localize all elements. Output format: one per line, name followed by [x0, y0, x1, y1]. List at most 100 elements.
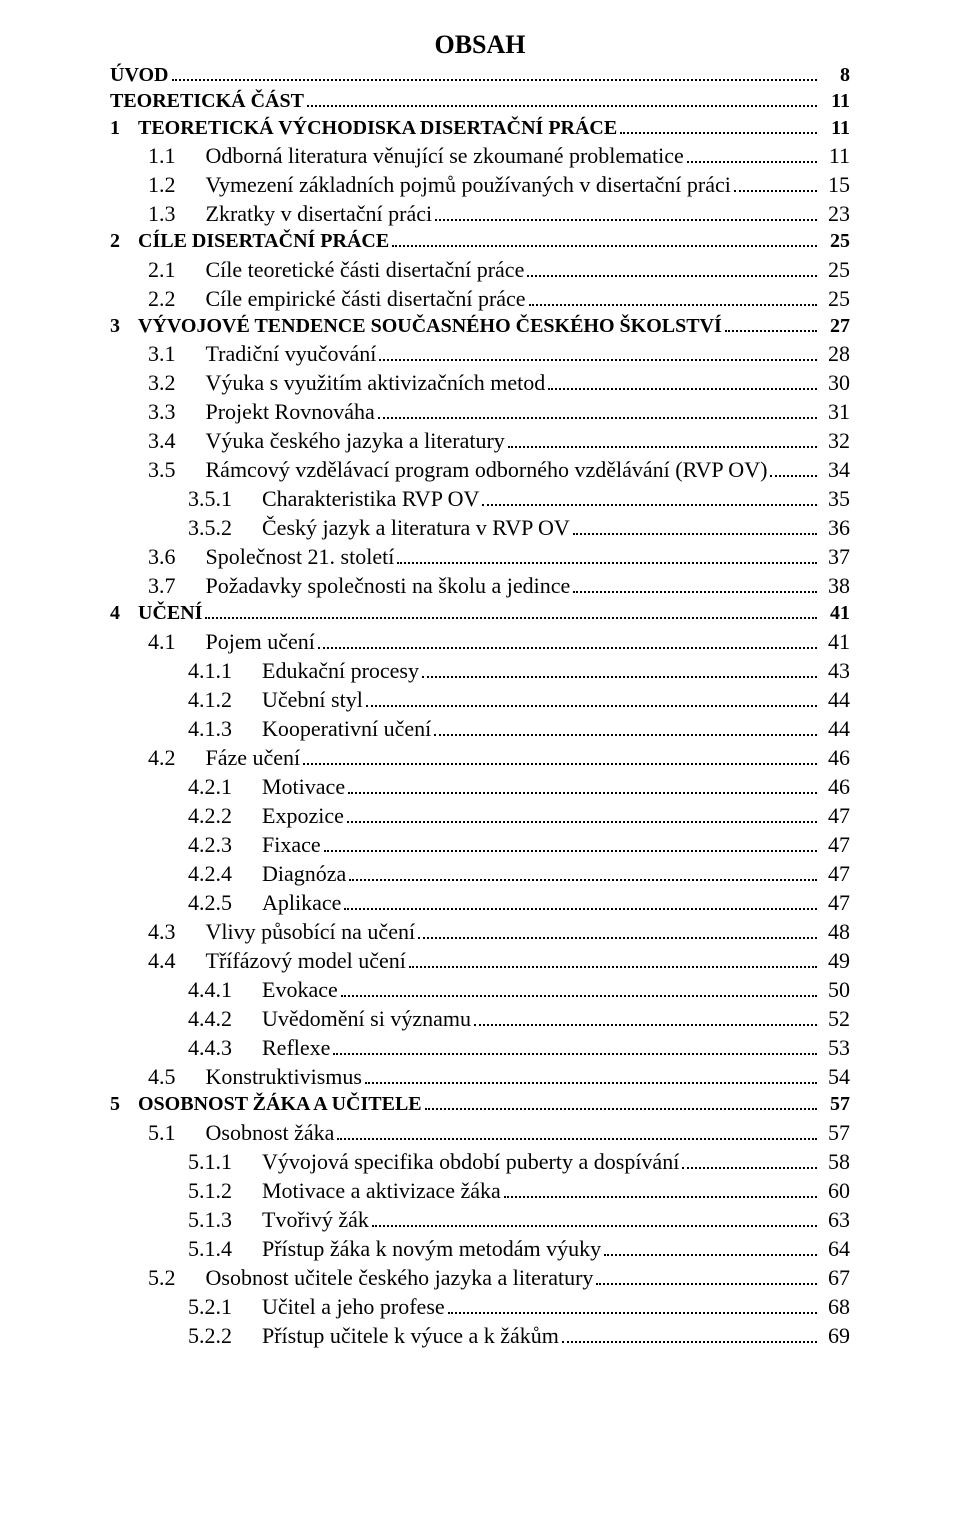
- toc-entry-page: 49: [820, 946, 850, 975]
- toc-entry-number: 3.5.1: [188, 484, 232, 513]
- toc-entry: ÚVOD 8: [110, 62, 850, 88]
- toc-entry-number: 4.1.2: [188, 685, 232, 714]
- toc-entry-label: Reflexe: [262, 1033, 330, 1062]
- toc-entry-number: 3.2: [148, 368, 176, 397]
- toc-leader: [448, 1298, 817, 1314]
- toc-entry-label: Přístup žáka k novým metodám výuky: [262, 1234, 601, 1263]
- toc-leader: [548, 374, 817, 390]
- toc-entry-page: 57: [820, 1118, 850, 1147]
- toc-entry-number: 4.4: [148, 946, 176, 975]
- toc-entry-page: 44: [820, 685, 850, 714]
- toc-leader: [425, 1095, 817, 1110]
- toc-entry-number: 5.1: [148, 1118, 176, 1147]
- toc-leader: [348, 778, 817, 794]
- toc-entry-label: ÚVOD: [110, 62, 169, 88]
- toc-entry-label: Edukační procesy: [262, 656, 419, 685]
- toc-entry-number: 3: [110, 313, 120, 339]
- toc-entry-page: 25: [820, 228, 850, 254]
- toc-entry-label: Charakteristika RVP OV: [262, 484, 479, 513]
- toc-entry: 1.3Zkratky v disertační práci23: [110, 199, 850, 228]
- toc-entry-page: 27: [820, 313, 850, 339]
- toc-leader: [504, 1181, 817, 1197]
- toc-entry-label: Aplikace: [262, 888, 341, 917]
- toc-entry-label: Výuka českého jazyka a literatury: [206, 426, 505, 455]
- toc-leader: [434, 720, 817, 736]
- toc-entry-number: 3.7: [148, 571, 176, 600]
- toc-entry-number: 3.5.2: [188, 513, 232, 542]
- toc-entry-number: 3.6: [148, 542, 176, 571]
- toc-entry-label: Požadavky společnosti na školu a jedince: [206, 571, 571, 600]
- toc-entry-label: OSOBNOST ŽÁKA A UČITELE: [138, 1091, 422, 1117]
- toc-entry-number: 4.4.3: [188, 1033, 232, 1062]
- toc-entry: 4.2.5Aplikace47: [110, 888, 850, 917]
- toc-entry-page: 63: [820, 1205, 850, 1234]
- toc-entry-label: Vývojová specifika období puberty a dosp…: [262, 1147, 679, 1176]
- toc-entry-label: Vymezení základních pojmů používaných v …: [206, 170, 731, 199]
- toc-leader: [378, 403, 817, 419]
- toc-entry-number: 5.1.2: [188, 1176, 232, 1205]
- toc-leader: [770, 461, 817, 477]
- toc-entry-label: Společnost 21. století: [206, 542, 395, 571]
- toc-entry: 3.1Tradiční vyučování28: [110, 339, 850, 368]
- toc-leader: [725, 317, 817, 332]
- toc-leader: [318, 632, 817, 648]
- toc-entry-page: 35: [820, 484, 850, 513]
- toc-entry-page: 53: [820, 1033, 850, 1062]
- toc-entry-page: 48: [820, 917, 850, 946]
- toc-entry-label: Tradiční vyučování: [206, 339, 377, 368]
- toc-entry-page: 8: [820, 62, 850, 88]
- toc-entry-label: Přístup učitele k výuce a k žákům: [262, 1321, 559, 1350]
- toc-entry: 2.2Cíle empirické části disertační práce…: [110, 284, 850, 313]
- toc-leader: [529, 289, 817, 305]
- toc-entry-label: Učební styl: [262, 685, 363, 714]
- toc-entry-label: Cíle empirické části disertační práce: [206, 284, 526, 313]
- toc-entry: 5.2.1 Učitel a jeho profese 68: [110, 1292, 850, 1321]
- toc-leader: [734, 176, 817, 192]
- toc-entry-page: 47: [820, 801, 850, 830]
- toc-entry-number: 1.1: [148, 141, 176, 170]
- toc-leader: [527, 260, 817, 276]
- toc-entry-page: 38: [820, 571, 850, 600]
- toc-entry: 5.1 Osobnost žáka 57: [110, 1118, 850, 1147]
- toc-entry-page: 30: [820, 368, 850, 397]
- toc-entry-number: 5.2.1: [188, 1292, 232, 1321]
- toc-entry-number: 1.3: [148, 199, 176, 228]
- toc-entry-number: 2: [110, 228, 120, 254]
- toc-entry: 4.1.3Kooperativní učení44: [110, 714, 850, 743]
- toc-entry-page: 50: [820, 975, 850, 1004]
- toc-entry-label: CÍLE DISERTAČNÍ PRÁCE: [138, 228, 389, 254]
- toc-entry-page: 68: [820, 1292, 850, 1321]
- toc-entry-label: Vlivy působící na učení: [206, 917, 416, 946]
- toc-entry-page: 57: [820, 1091, 850, 1117]
- toc-entry-number: 4.2.3: [188, 830, 232, 859]
- toc-entry: 4.4.1Evokace50: [110, 975, 850, 1004]
- toc-leader: [366, 691, 817, 707]
- toc-entry-label: Projekt Rovnováha: [206, 397, 375, 426]
- toc-entry-number: 4.1.3: [188, 714, 232, 743]
- toc-entry-page: 43: [820, 656, 850, 685]
- toc-entry: 1TEORETICKÁ VÝCHODISKA DISERTAČNÍ PRÁCE1…: [110, 115, 850, 141]
- toc-entry-number: 5.1.4: [188, 1234, 232, 1263]
- toc-entry: 3.2Výuka s využitím aktivizačních metod3…: [110, 368, 850, 397]
- toc-leader: [205, 604, 817, 619]
- toc-leader: [409, 952, 817, 968]
- toc-entry-number: 1: [110, 115, 120, 141]
- toc-entry-page: 34: [820, 455, 850, 484]
- toc-entry-page: 31: [820, 397, 850, 426]
- toc-entry-page: 15: [820, 170, 850, 199]
- toc-entry-number: 3.5: [148, 455, 176, 484]
- toc-entry-page: 54: [820, 1062, 850, 1091]
- toc-entry-label: Učitel a jeho profese: [262, 1292, 445, 1321]
- toc-entry-number: 3.1: [148, 339, 176, 368]
- toc-leader: [365, 1068, 817, 1084]
- toc-entry-number: 4.1: [148, 627, 176, 656]
- toc-entry-label: Osobnost žáka: [206, 1118, 335, 1147]
- toc-entry: 3.5.1 Charakteristika RVP OV 35: [110, 484, 850, 513]
- toc-leader: [573, 519, 817, 535]
- toc-entry-page: 52: [820, 1004, 850, 1033]
- toc-entry-number: 4.4.1: [188, 975, 232, 1004]
- toc-entry-label: Fixace: [262, 830, 321, 859]
- toc-leader: [508, 432, 817, 448]
- toc-leader: [333, 1039, 817, 1055]
- toc-entry-label: Pojem učení: [206, 627, 315, 656]
